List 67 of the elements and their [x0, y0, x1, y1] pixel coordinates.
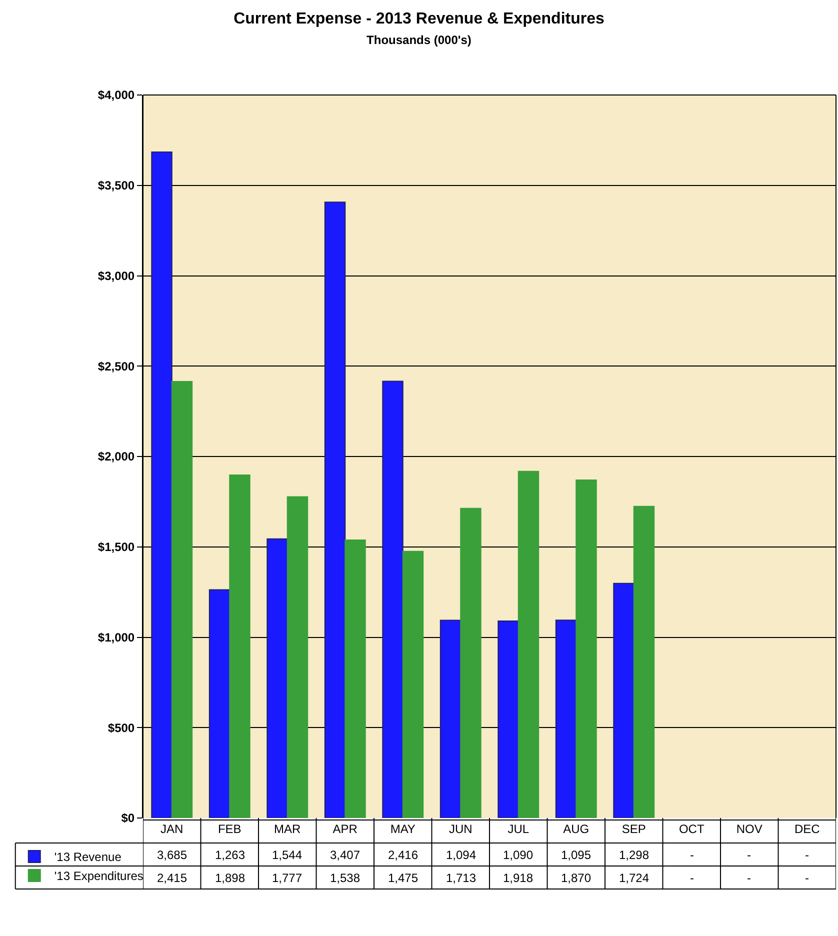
bar — [576, 480, 597, 818]
x-tick-label: JUL — [508, 822, 530, 836]
data-label: 1,298 — [619, 848, 650, 862]
data-label: 1,713 — [446, 871, 476, 885]
data-label: 1,898 — [215, 871, 246, 885]
x-tick-label: MAY — [390, 822, 416, 836]
bar — [344, 540, 366, 818]
text: - — [690, 848, 694, 862]
x-tick-label: JAN — [160, 822, 184, 836]
legend-label: '13 Revenue — [54, 850, 122, 864]
bar — [266, 538, 288, 818]
y-tick-label: $4,000 — [98, 88, 135, 102]
x-tick-label: MAR — [274, 822, 302, 836]
data-label: 1,724 — [619, 871, 650, 885]
data-label: 1,090 — [503, 848, 534, 862]
bar — [613, 582, 634, 818]
data-label: 1,870 — [561, 871, 592, 885]
x-tick-label: OCT — [678, 822, 705, 836]
data-label: 3,685 — [157, 848, 188, 862]
bar — [324, 202, 346, 818]
text: - — [805, 848, 809, 862]
y-tick-label: $3,000 — [98, 268, 135, 283]
bar — [229, 474, 250, 818]
y-tick-label: $3,500 — [98, 178, 135, 193]
bar — [498, 620, 519, 818]
legend-label: '13 Expenditures — [54, 869, 144, 884]
x-tick-label: AUG — [563, 822, 590, 836]
bar — [286, 496, 308, 818]
chart-title: Current Expense - 2013 Revenue & Expenditures — [234, 10, 604, 28]
x-tick-label: FEB — [218, 822, 242, 836]
x-tick-label: JUN — [448, 822, 472, 836]
text: - — [805, 871, 809, 885]
x-tick-label: APR — [332, 822, 358, 836]
data-label: 1,094 — [446, 848, 476, 862]
text: - — [747, 848, 751, 862]
x-tick-label: DEC — [794, 822, 820, 836]
data-label: 2,416 — [388, 848, 418, 862]
bar — [555, 620, 577, 818]
data-label: 1,544 — [272, 848, 302, 862]
bar — [633, 506, 655, 818]
data-label: 1,918 — [503, 871, 534, 885]
y-tick-label: $0 — [121, 811, 135, 826]
data-label: 1,263 — [215, 848, 246, 862]
y-tick-label: $2,500 — [98, 359, 135, 374]
y-tick-label: $500 — [108, 720, 135, 735]
bar — [151, 151, 172, 818]
data-label: 1,777 — [272, 871, 302, 885]
data-label: 3,407 — [330, 848, 360, 862]
text: - — [747, 871, 751, 885]
y-tick-label: $2,000 — [98, 450, 135, 464]
x-tick-label: SEP — [622, 822, 646, 836]
data-label: 2,415 — [157, 871, 188, 885]
bar — [208, 589, 230, 818]
data-label: 1,475 — [388, 871, 418, 885]
bar — [518, 470, 540, 818]
y-tick-label: $1,000 — [98, 630, 135, 644]
bar — [440, 620, 462, 818]
y-tick-label: $1,500 — [98, 540, 135, 554]
data-label: 1,538 — [330, 871, 360, 885]
data-label: 1,095 — [561, 848, 592, 862]
bar — [460, 508, 482, 818]
chart-subtitle: Thousands (000's) — [366, 33, 472, 48]
text: - — [690, 871, 694, 885]
bar — [171, 380, 193, 818]
bar — [382, 380, 404, 818]
bar — [402, 550, 424, 818]
x-tick-label: NOV — [736, 822, 762, 836]
